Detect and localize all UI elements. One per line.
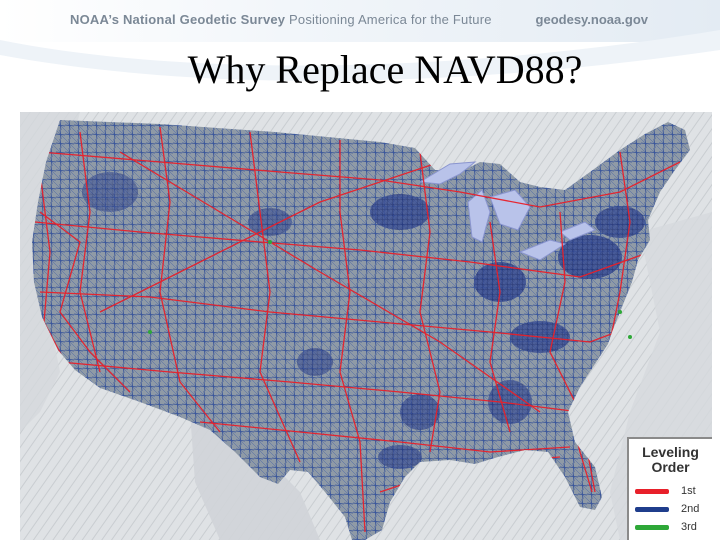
header-url: geodesy.noaa.gov <box>535 12 648 27</box>
legend-title: Leveling Order <box>642 444 699 475</box>
legend-item-3rd: 3rd <box>635 521 711 535</box>
us-leveling-network-map <box>20 112 712 540</box>
header-banner: NOAA’s National Geodetic Survey Position… <box>0 0 720 42</box>
leveling-map <box>20 112 712 540</box>
header-swoosh <box>0 30 720 81</box>
legend-item-1st: 1st <box>635 485 711 499</box>
legend-label-1st: 1st <box>681 485 696 497</box>
org-name: National Geodetic Survey <box>122 12 286 27</box>
legend-swatch-1st <box>635 489 669 494</box>
slide-title: Why Replace NAVD88? <box>187 47 583 92</box>
org-tagline: Positioning America for the Future <box>289 12 492 27</box>
legend-swatch-3rd <box>635 525 669 530</box>
legend-swatch-2nd <box>635 507 669 512</box>
legend-item-2nd: 2nd <box>635 503 711 517</box>
legend-label-2nd: 2nd <box>681 503 700 515</box>
map-legend: Leveling Order 1st 2nd 3rd <box>627 437 712 540</box>
great-lakes <box>418 161 596 261</box>
first-order-lines <box>34 126 681 533</box>
org-prefix: NOAA’s <box>70 12 120 27</box>
header-org-line: NOAA’s National Geodetic Survey Position… <box>70 12 492 27</box>
third-order-marks <box>148 240 632 339</box>
legend-label-3rd: 3rd <box>681 521 697 533</box>
